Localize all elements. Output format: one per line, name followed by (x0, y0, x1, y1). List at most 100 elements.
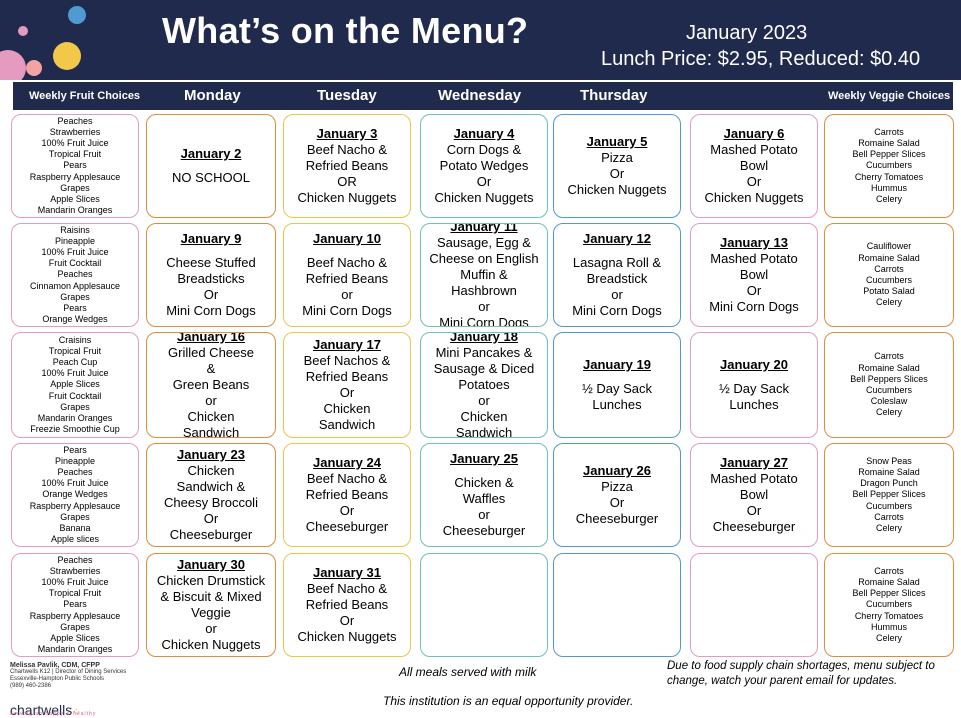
menu-item: Mashed Potato (710, 251, 798, 266)
menu-item: Green Beans (172, 377, 250, 392)
contact-phone: (989) 460-2386 (10, 683, 52, 689)
veggie-item: Dragon Punch (860, 478, 918, 489)
day-menu-cell: January 19 ½ Day Sack Lunches (553, 332, 681, 438)
fruit-item: Cinnamon Applesauce (29, 280, 121, 291)
menu-item: Pizza (601, 479, 633, 494)
menu-item: Or (609, 495, 625, 510)
fruit-item: Apple Slices (50, 194, 100, 204)
monday-header: Monday (184, 87, 241, 104)
fruit-item: Pears (63, 160, 87, 171)
veggie-item: Hummus (870, 621, 907, 632)
menu-item: Sausage, Egg & (437, 235, 531, 250)
day-menu-cell (420, 553, 548, 657)
fruit-item: Pears (63, 599, 87, 610)
fruit-item: Peaches (57, 466, 93, 477)
fruit-item: Fruit Cocktail (48, 390, 102, 401)
fruit-item: Mandarin Oranges (37, 413, 113, 423)
fruit-choices-cell: Peaches Strawberries 100% Fruit Juice Tropi… (11, 114, 139, 218)
veggie-item: Romaine Salad (858, 252, 920, 263)
menu-item: or (205, 393, 217, 408)
menu-item: or (478, 507, 490, 522)
menu-item: Or (203, 287, 219, 302)
veggie-choices-cell: Carrots Romaine Salad Bell Pepper Slices Cu… (824, 114, 954, 218)
fruit-choices-cell: Peaches Strawberries 100% Fruit Juice Tropi… (11, 553, 139, 657)
menu-item: or (478, 393, 490, 408)
decorative-dot-peach (26, 60, 42, 76)
menu-item: Sandwich (182, 425, 240, 438)
veggie-item: Romaine Salad (858, 576, 920, 587)
fruit-item: Banana (59, 523, 91, 533)
menu-item: Refried Beans (305, 271, 389, 286)
veggie-item: Cucumbers (865, 500, 912, 511)
day-menu-cell: January 11 Sausage, Egg & Cheese on Englis… (420, 223, 548, 327)
menu-date: January 4 (453, 126, 515, 141)
menu-item: Chicken Nuggets (297, 629, 397, 644)
veggie-item: Cherry Tomatoes (854, 171, 924, 182)
chartwells-logo: chartwells⁘ (10, 702, 81, 718)
menu-item: Or (746, 283, 762, 298)
menu-date: January 13 (720, 235, 788, 250)
menu-item: Chicken (187, 463, 235, 478)
menu-item: Pizza (601, 150, 633, 165)
menu-date: January 18 (450, 332, 518, 344)
menu-item: Mini Corn Dogs (166, 303, 256, 318)
menu-item: Mashed Potato (710, 471, 798, 486)
menu-date: January 5 (586, 134, 648, 149)
fruit-item: Grapes (60, 401, 90, 412)
wednesday-header: Wednesday (438, 87, 522, 104)
menu-date: January 12 (583, 231, 651, 246)
menu-date: January 2 (180, 146, 242, 161)
fruit-item: Orange Wedges (42, 314, 108, 325)
menu-item: Or (746, 174, 762, 189)
fruit-item: Raspberry Applesauce (29, 171, 121, 182)
menu-item: Refried Beans (305, 487, 389, 502)
menu-item: Or (746, 503, 762, 518)
veggie-item: Bell Pepper Slices (852, 149, 926, 160)
fruit-choices-cell: Pears Pineapple Peaches 100% Fruit Juice Ora… (11, 443, 139, 547)
contact-block: Melissa Pavlik, CDM, CFPP Chartwells K12… (10, 662, 160, 690)
veggie-item: Romaine Salad (858, 466, 920, 477)
menu-item: Cheeseburger (712, 519, 796, 534)
fruit-item: Raisins (60, 224, 90, 235)
veggie-item: Carrots (874, 511, 904, 522)
menu-item: Veggie (191, 605, 231, 620)
menu-item: Refried Beans (305, 158, 389, 173)
menu-item: & Biscuit & Mixed (160, 589, 262, 604)
lunch-price: Lunch Price: $2.95, Reduced: $0.40 (601, 48, 921, 70)
veggie-item: Romaine Salad (858, 362, 920, 373)
menu-item: Beef Nacho & (306, 471, 388, 486)
veggie-item: Celery (875, 194, 902, 204)
fruit-item: Grapes (60, 621, 90, 632)
menu-item: Potato Wedges (439, 158, 529, 173)
veggie-choices-cell: Cauliflower Romaine Salad Carrots Cucumbers… (824, 223, 954, 327)
menu-date: January 16 (177, 332, 245, 344)
menu-item: OR (337, 174, 357, 189)
veggie-choices-cell: Carrots Romaine Salad Bell Peppers Slices C… (824, 332, 954, 438)
menu-item: Lunches (729, 397, 779, 412)
fruit-item: Peach Cup (52, 356, 98, 367)
veggie-item: Coleslaw (870, 396, 908, 407)
menu-item: & (206, 361, 216, 376)
menu-date: January 25 (450, 451, 518, 466)
supply-note-line-2: change, watch your parent email for upda… (667, 675, 898, 687)
veggie-item: Cucumbers (865, 599, 912, 610)
menu-item: Cheeseburger (575, 511, 659, 526)
menu-item: Refried Beans (305, 369, 389, 384)
milk-note: All meals served with milk (399, 665, 537, 679)
header-banner: What’s on the Menu? January 2023 Lunch P… (0, 0, 961, 80)
menu-item: Lasagna Roll & (572, 255, 662, 270)
fruit-item: Peaches (57, 554, 93, 565)
day-menu-cell: January 13 Mashed Potato Bowl Or Mini Corn D… (690, 223, 818, 327)
menu-item: ½ Day Sack (718, 381, 790, 396)
day-menu-cell (690, 553, 818, 657)
fruit-item: Peaches (57, 269, 93, 280)
menu-item: NO SCHOOL (171, 170, 250, 185)
day-menu-cell: January 16 Grilled Cheese & Green Beans or Ch… (146, 332, 276, 438)
fruit-item: Strawberries (49, 126, 101, 137)
menu-date: January 27 (720, 455, 788, 470)
thursday-header: Thursday (580, 87, 648, 104)
veggie-item: Cucumbers (865, 275, 912, 285)
fruit-item: Raspberry Applesauce (29, 500, 121, 511)
fruit-item: 100% Fruit Juice (41, 368, 109, 379)
menu-item: Muffin & (460, 267, 508, 282)
